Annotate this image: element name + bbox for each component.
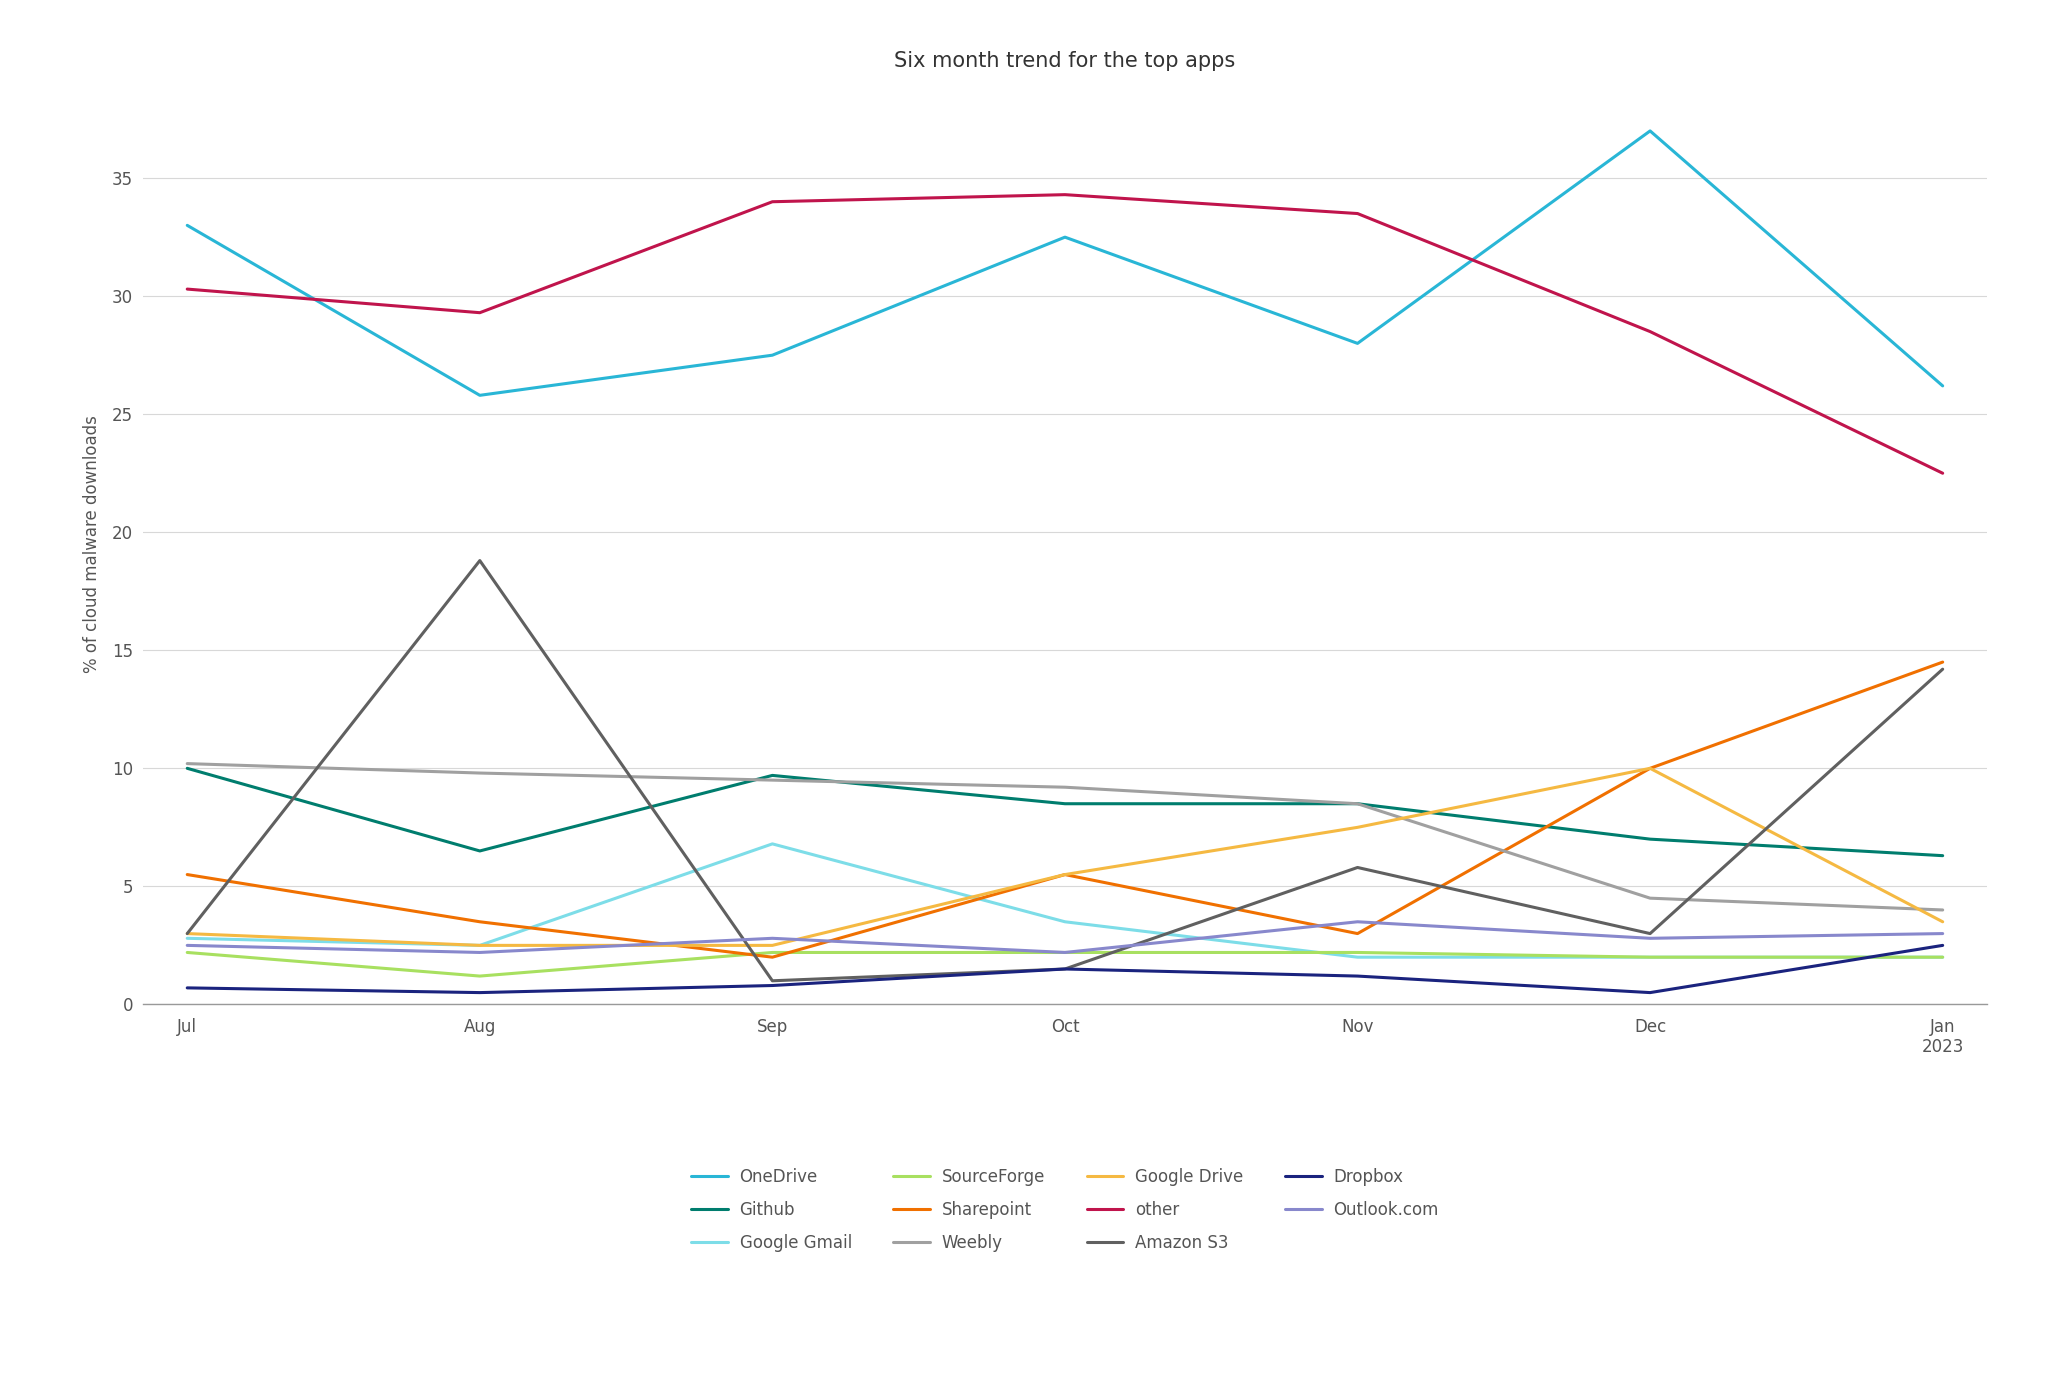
- Weebly: [174, 755, 199, 771]
- Google Gmail: [1346, 949, 1370, 965]
- Sharepoint: [1053, 866, 1077, 883]
- Line: Google Gmail: Google Gmail: [186, 844, 1944, 957]
- Google Drive: [1638, 760, 1663, 777]
- Outlook.com: [174, 937, 199, 954]
- Sharepoint: [760, 949, 784, 965]
- SourceForge: [467, 968, 492, 985]
- OneDrive: [1931, 378, 1956, 395]
- Github: [760, 767, 784, 784]
- Google Gmail: [174, 930, 199, 947]
- Weebly: [1931, 901, 1956, 918]
- Title: Six month trend for the top apps: Six month trend for the top apps: [895, 52, 1235, 71]
- Outlook.com: [1638, 930, 1663, 947]
- other: [1346, 205, 1370, 222]
- Weebly: [467, 764, 492, 781]
- Sharepoint: [174, 866, 199, 883]
- Sharepoint: [1638, 760, 1663, 777]
- Amazon S3: [1638, 925, 1663, 942]
- SourceForge: [174, 944, 199, 961]
- other: [174, 280, 199, 297]
- Sharepoint: [1346, 925, 1370, 942]
- Github: [467, 843, 492, 859]
- Google Drive: [1931, 914, 1956, 930]
- Amazon S3: [1346, 859, 1370, 876]
- Amazon S3: [1931, 661, 1956, 678]
- Google Drive: [760, 937, 784, 954]
- Weebly: [1638, 890, 1663, 907]
- Outlook.com: [1053, 944, 1077, 961]
- Dropbox: [1638, 985, 1663, 1002]
- Github: [1346, 795, 1370, 812]
- Dropbox: [1931, 937, 1956, 954]
- OneDrive: [1346, 335, 1370, 352]
- Github: [1638, 831, 1663, 848]
- Line: Outlook.com: Outlook.com: [186, 922, 1944, 953]
- Line: other: other: [186, 195, 1944, 473]
- Amazon S3: [467, 552, 492, 569]
- SourceForge: [1931, 949, 1956, 965]
- Github: [1053, 795, 1077, 812]
- OneDrive: [1638, 123, 1663, 140]
- Line: Github: Github: [186, 769, 1944, 855]
- Legend: OneDrive, Github, Google Gmail, SourceForge, Sharepoint, Weebly, Google Drive, o: OneDrive, Github, Google Gmail, SourceFo…: [682, 1161, 1448, 1261]
- Outlook.com: [760, 930, 784, 947]
- Line: SourceForge: SourceForge: [186, 953, 1944, 976]
- Amazon S3: [174, 925, 199, 942]
- Outlook.com: [1931, 925, 1956, 942]
- Dropbox: [1053, 961, 1077, 978]
- Dropbox: [174, 979, 199, 996]
- other: [1931, 465, 1956, 481]
- Line: OneDrive: OneDrive: [186, 131, 1944, 395]
- Sharepoint: [467, 914, 492, 930]
- Line: Google Drive: Google Drive: [186, 769, 1944, 946]
- Line: Weebly: Weebly: [186, 763, 1944, 910]
- Outlook.com: [1346, 914, 1370, 930]
- Google Gmail: [467, 937, 492, 954]
- Google Drive: [1053, 866, 1077, 883]
- Line: Dropbox: Dropbox: [186, 946, 1944, 993]
- SourceForge: [1638, 949, 1663, 965]
- OneDrive: [467, 386, 492, 403]
- Amazon S3: [1053, 961, 1077, 978]
- Amazon S3: [760, 972, 784, 989]
- SourceForge: [1346, 944, 1370, 961]
- Weebly: [1053, 778, 1077, 795]
- Outlook.com: [467, 944, 492, 961]
- Weebly: [760, 771, 784, 788]
- Google Drive: [174, 925, 199, 942]
- SourceForge: [1053, 944, 1077, 961]
- Y-axis label: % of cloud malware downloads: % of cloud malware downloads: [82, 416, 100, 672]
- other: [1053, 187, 1077, 204]
- Line: Amazon S3: Amazon S3: [186, 561, 1944, 981]
- OneDrive: [760, 347, 784, 364]
- Dropbox: [760, 976, 784, 993]
- Weebly: [1346, 795, 1370, 812]
- Github: [174, 760, 199, 777]
- Dropbox: [1346, 968, 1370, 985]
- other: [1638, 324, 1663, 340]
- Google Gmail: [1931, 949, 1956, 965]
- other: [760, 194, 784, 211]
- Google Drive: [1346, 819, 1370, 836]
- other: [467, 304, 492, 321]
- Google Gmail: [1053, 914, 1077, 930]
- Sharepoint: [1931, 654, 1956, 671]
- Line: Sharepoint: Sharepoint: [186, 663, 1944, 957]
- OneDrive: [1053, 229, 1077, 246]
- Google Drive: [467, 937, 492, 954]
- OneDrive: [174, 218, 199, 234]
- Google Gmail: [760, 836, 784, 852]
- Google Gmail: [1638, 949, 1663, 965]
- Dropbox: [467, 985, 492, 1002]
- SourceForge: [760, 944, 784, 961]
- Github: [1931, 847, 1956, 864]
